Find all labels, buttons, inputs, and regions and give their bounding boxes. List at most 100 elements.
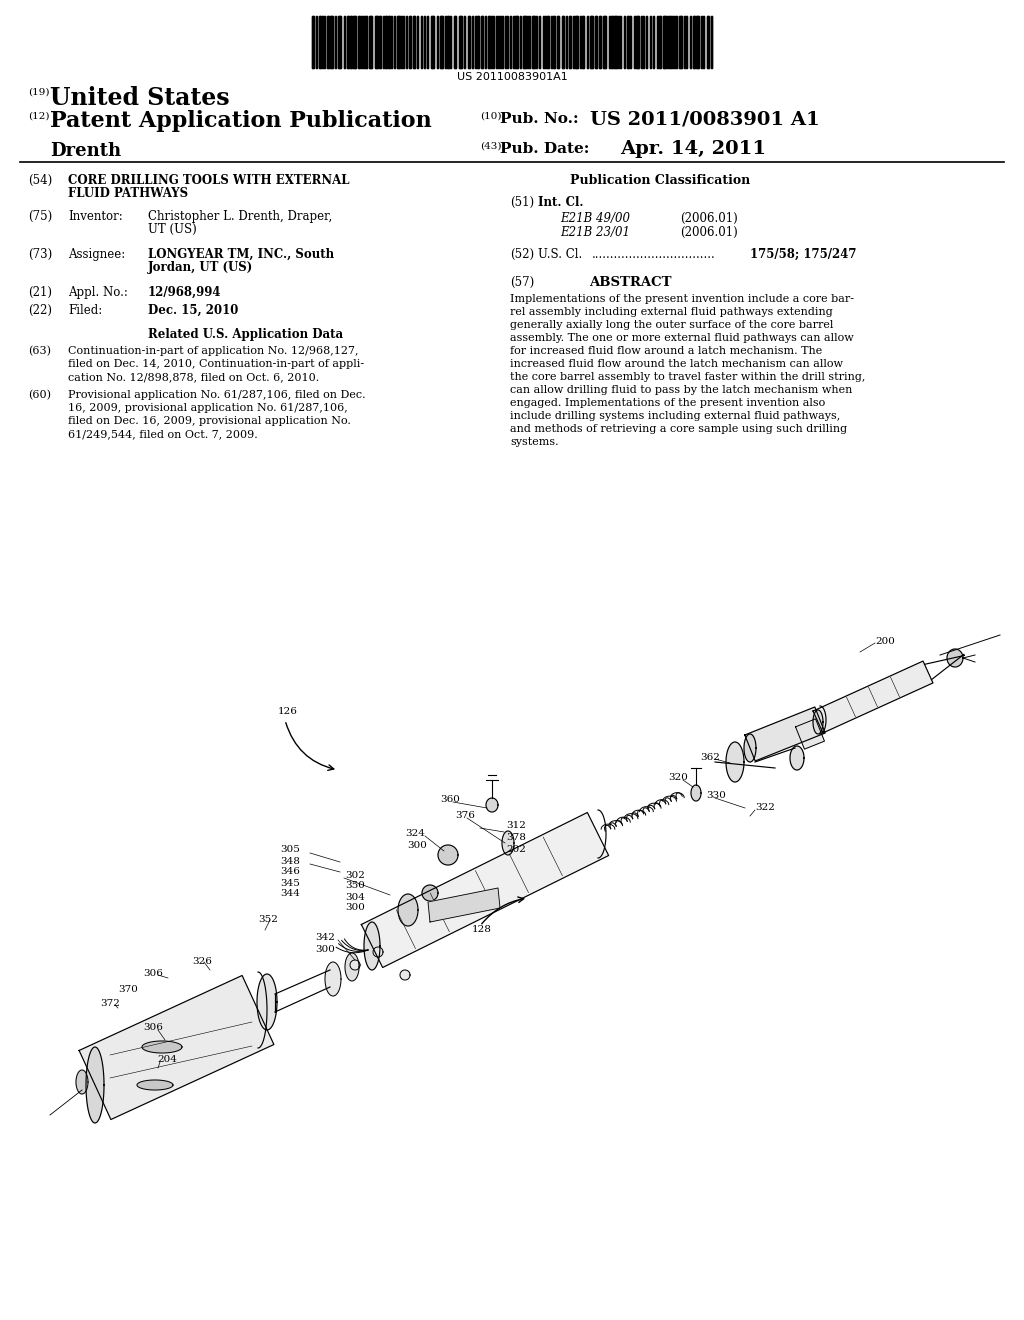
Text: Pub. Date:: Pub. Date:	[500, 143, 590, 156]
Bar	[312, 16, 314, 69]
Bar	[330, 16, 333, 69]
Bar	[599, 16, 601, 69]
Bar	[312, 16, 712, 69]
Text: 345: 345	[280, 879, 300, 887]
Bar	[447, 16, 449, 69]
Bar	[468, 16, 470, 69]
Bar	[532, 16, 535, 69]
Bar	[481, 16, 483, 69]
Bar	[379, 16, 381, 69]
Bar	[603, 16, 606, 69]
Bar	[388, 16, 390, 69]
Bar	[350, 16, 352, 69]
Text: filed on Dec. 16, 2009, provisional application No.: filed on Dec. 16, 2009, provisional appl…	[68, 416, 351, 426]
Bar	[375, 16, 378, 69]
Bar	[375, 16, 378, 69]
Bar	[679, 16, 682, 69]
Text: (2006.01): (2006.01)	[680, 213, 737, 224]
Polygon shape	[86, 1047, 104, 1123]
Bar	[459, 16, 462, 69]
Text: include drilling systems including external fluid pathways,: include drilling systems including exter…	[510, 411, 841, 421]
Bar	[614, 16, 617, 69]
Text: 312: 312	[506, 821, 526, 830]
Text: 128: 128	[472, 925, 492, 935]
Text: 306: 306	[143, 1023, 163, 1032]
Bar	[365, 16, 367, 69]
Polygon shape	[398, 894, 418, 927]
Polygon shape	[790, 746, 804, 770]
Text: 204: 204	[157, 1056, 177, 1064]
Text: Implementations of the present invention include a core bar-: Implementations of the present invention…	[510, 294, 854, 304]
Bar	[481, 16, 483, 69]
Polygon shape	[438, 845, 458, 865]
Text: Inventor:: Inventor:	[68, 210, 123, 223]
Bar	[707, 16, 709, 69]
Bar	[454, 16, 456, 69]
Bar	[350, 16, 352, 69]
Text: 300: 300	[407, 841, 427, 850]
Bar	[582, 16, 584, 69]
Bar	[319, 16, 321, 69]
Text: (22): (22)	[28, 304, 52, 317]
Polygon shape	[726, 742, 744, 781]
Text: Jordan, UT (US): Jordan, UT (US)	[148, 261, 253, 275]
Text: 126: 126	[278, 708, 298, 717]
Bar	[515, 16, 518, 69]
Text: 175/58; 175/247: 175/58; 175/247	[750, 248, 856, 261]
Text: assembly. The one or more external fluid pathways can allow: assembly. The one or more external fluid…	[510, 333, 854, 343]
Bar	[369, 16, 372, 69]
Text: 378: 378	[506, 833, 526, 842]
Bar	[582, 16, 584, 69]
Bar	[599, 16, 601, 69]
Polygon shape	[361, 813, 608, 968]
Bar	[663, 16, 666, 69]
Polygon shape	[364, 921, 380, 970]
Text: Int. Cl.: Int. Cl.	[538, 195, 584, 209]
Bar	[696, 16, 699, 69]
Text: 324: 324	[406, 829, 425, 837]
Text: Christopher L. Drenth, Draper,: Christopher L. Drenth, Draper,	[148, 210, 332, 223]
Text: (57): (57)	[510, 276, 535, 289]
Bar	[327, 16, 329, 69]
Text: 302: 302	[345, 870, 365, 879]
Text: United States: United States	[50, 86, 229, 110]
Text: US 2011/0083901 A1: US 2011/0083901 A1	[590, 110, 820, 128]
Bar	[459, 16, 462, 69]
Bar	[347, 16, 349, 69]
Bar	[353, 16, 356, 69]
Text: cation No. 12/898,878, filed on Oct. 6, 2010.: cation No. 12/898,878, filed on Oct. 6, …	[68, 372, 319, 381]
Text: (21): (21)	[28, 286, 52, 300]
Text: (73): (73)	[28, 248, 52, 261]
Text: engaged. Implementations of the present invention also: engaged. Implementations of the present …	[510, 399, 825, 408]
Text: 362: 362	[700, 752, 720, 762]
Text: Assignee:: Assignee:	[68, 248, 125, 261]
Bar	[614, 16, 617, 69]
Bar	[547, 16, 549, 69]
Bar	[557, 16, 559, 69]
Bar	[595, 16, 597, 69]
Bar	[679, 16, 682, 69]
Text: LONGYEAR TM, INC., South: LONGYEAR TM, INC., South	[148, 248, 334, 261]
Bar	[409, 16, 411, 69]
Bar	[385, 16, 387, 69]
Polygon shape	[744, 734, 756, 762]
Bar	[590, 16, 593, 69]
Bar	[358, 16, 360, 69]
Bar	[575, 16, 578, 69]
Bar	[575, 16, 578, 69]
Bar	[569, 16, 571, 69]
Text: CORE DRILLING TOOLS WITH EXTERNAL: CORE DRILLING TOOLS WITH EXTERNAL	[68, 174, 349, 187]
Polygon shape	[947, 649, 963, 667]
Bar	[365, 16, 367, 69]
Bar	[523, 16, 526, 69]
Polygon shape	[813, 710, 823, 734]
Polygon shape	[79, 975, 273, 1119]
Text: Continuation-in-part of application No. 12/968,127,: Continuation-in-part of application No. …	[68, 346, 358, 356]
Text: 342: 342	[315, 932, 335, 941]
Bar	[413, 16, 415, 69]
Text: 202: 202	[506, 846, 526, 854]
Bar	[562, 16, 564, 69]
Text: (19): (19)	[28, 88, 49, 96]
Bar	[477, 16, 479, 69]
Polygon shape	[422, 884, 438, 902]
